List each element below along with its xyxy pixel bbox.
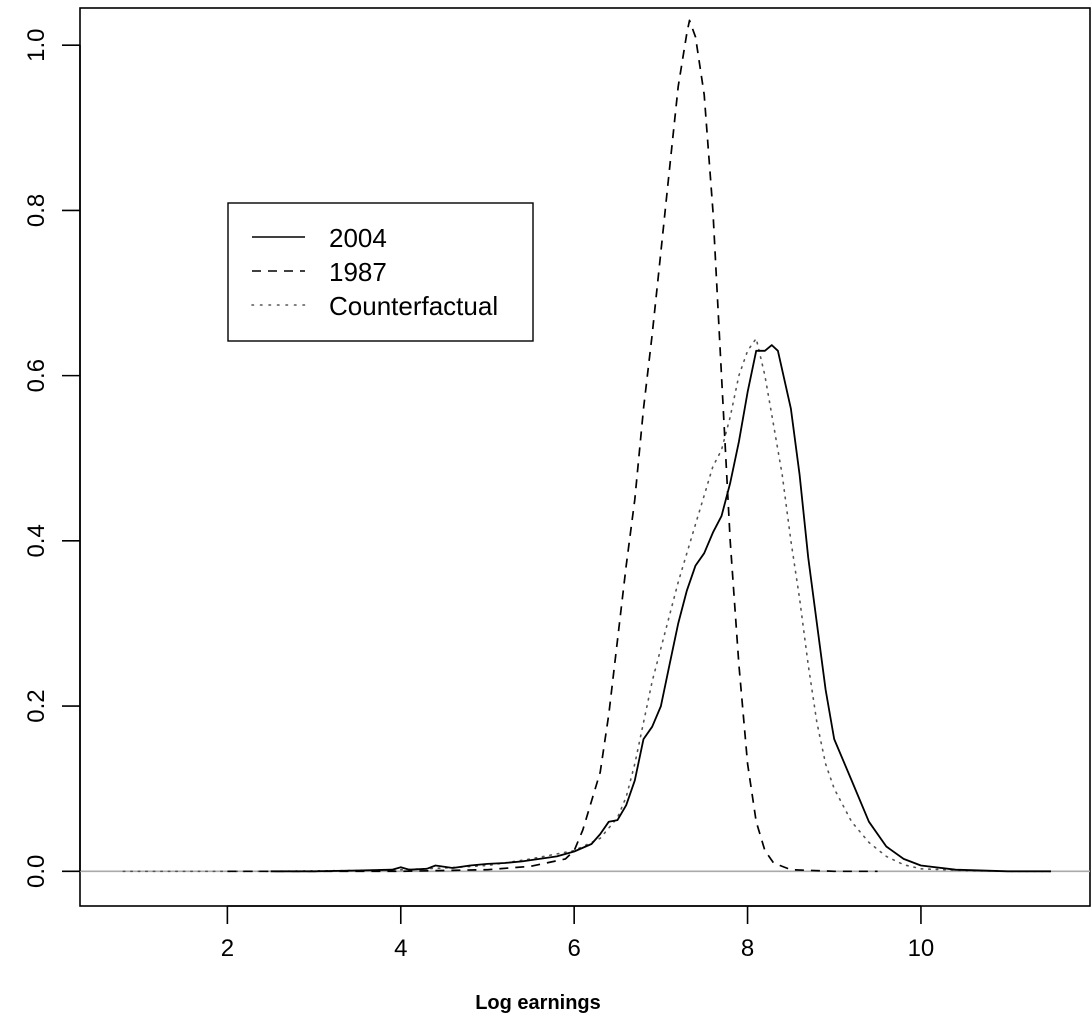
x-tick-label: 2 bbox=[221, 935, 234, 962]
y-tick-label: 1.0 bbox=[23, 28, 50, 61]
series-line-1987 bbox=[227, 19, 878, 873]
y-tick-label: 0.2 bbox=[23, 689, 50, 722]
x-tick-label: 6 bbox=[567, 935, 580, 962]
y-tick-label: 0.6 bbox=[23, 359, 50, 392]
legend-box bbox=[227, 202, 534, 342]
x-tick-label: 4 bbox=[394, 935, 407, 962]
x-axis-title: Log earnings bbox=[475, 992, 601, 1014]
legend-label-counterfactual: Counterfactual bbox=[329, 291, 498, 321]
plot-frame bbox=[79, 7, 1091, 907]
x-tick-label: 10 bbox=[908, 935, 935, 962]
series-line-counterfactual bbox=[122, 337, 1052, 873]
series-layer bbox=[122, 19, 1052, 873]
legend-label-1987: 1987 bbox=[329, 257, 387, 287]
y-tick-label: 0.4 bbox=[23, 524, 50, 557]
series-line-2004 bbox=[270, 344, 1051, 873]
legend-label-2004: 2004 bbox=[329, 223, 387, 253]
legend: 2004 1987 Counterfactual bbox=[227, 202, 534, 342]
y-tick-label: 0.8 bbox=[23, 194, 50, 227]
y-axis: 0.0 0.2 0.4 0.6 0.8 1.0 bbox=[23, 28, 81, 888]
x-axis: 2 4 6 8 10 bbox=[221, 905, 935, 962]
x-tick-label: 8 bbox=[741, 935, 754, 962]
y-tick-label: 0.0 bbox=[23, 855, 50, 888]
